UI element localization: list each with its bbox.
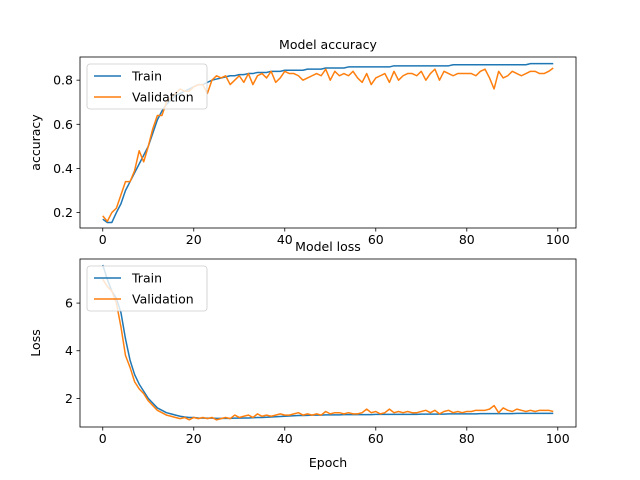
- accuracy-ytick-label: 0.2: [53, 205, 73, 220]
- accuracy-legend-label-validation: Validation: [132, 90, 194, 105]
- accuracy-ytick-label: 0.6: [53, 117, 73, 132]
- loss-xtick-label: 60: [368, 431, 384, 446]
- loss-xtick-label: 40: [277, 431, 293, 446]
- accuracy-xtick-label: 40: [277, 232, 293, 247]
- accuracy-y-axis-label: accuracy: [28, 114, 43, 171]
- accuracy-xtick-label: 80: [459, 232, 475, 247]
- accuracy-chart-title: Model accuracy: [279, 37, 378, 52]
- loss-ytick-label: 2: [65, 391, 73, 406]
- accuracy-legend-label-train: Train: [131, 69, 162, 84]
- loss-series-validation-line: [102, 278, 554, 421]
- loss-plot-frame: [79, 258, 577, 428]
- loss-x-axis-label: Epoch: [309, 455, 347, 470]
- accuracy-plot-frame: [79, 56, 577, 229]
- loss-ytick-label: 6: [65, 296, 73, 311]
- loss-xtick-label: 100: [546, 431, 570, 446]
- loss-chart-title: Model loss: [295, 239, 361, 254]
- loss-legend-label-validation: Validation: [132, 292, 194, 307]
- loss-ytick-label: 4: [65, 343, 73, 358]
- loss-xtick-label: 20: [186, 431, 202, 446]
- loss-legend-label-train: Train: [131, 271, 162, 286]
- accuracy-ytick-label: 0.4: [53, 161, 73, 176]
- accuracy-xtick-label: 20: [186, 232, 202, 247]
- loss-series-train-line: [102, 264, 554, 420]
- accuracy-xtick-label: 0: [99, 232, 107, 247]
- accuracy-xtick-label: 100: [546, 232, 570, 247]
- loss-xtick-label: 0: [99, 431, 107, 446]
- loss-y-axis-label: Loss: [28, 329, 43, 356]
- accuracy-xtick-label: 60: [368, 232, 384, 247]
- accuracy-ytick-label: 0.8: [53, 73, 73, 88]
- loss-xtick-label: 80: [459, 431, 475, 446]
